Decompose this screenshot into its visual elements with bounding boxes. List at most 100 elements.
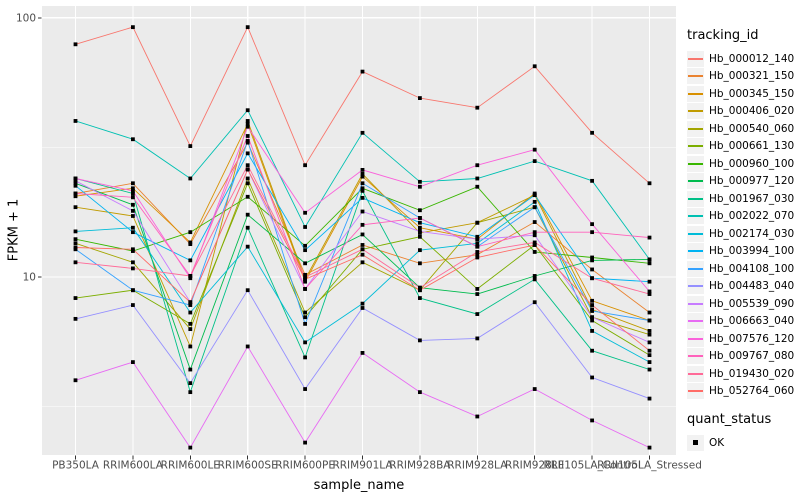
legend-key bbox=[687, 225, 704, 242]
data-point bbox=[131, 230, 135, 235]
data-point bbox=[590, 375, 594, 380]
data-point bbox=[131, 303, 135, 307]
x-tick-label: RRIM600SE bbox=[218, 460, 278, 472]
legend-line-swatch bbox=[688, 127, 703, 130]
data-point bbox=[360, 301, 365, 306]
legend-key bbox=[687, 85, 704, 102]
legend-key bbox=[687, 365, 704, 382]
data-point bbox=[418, 184, 422, 189]
data-point bbox=[131, 137, 135, 142]
data-point bbox=[590, 298, 594, 303]
legend-item-label: Hb_006663_040 bbox=[709, 315, 795, 328]
data-point bbox=[131, 247, 135, 252]
data-point bbox=[475, 287, 480, 291]
data-point bbox=[532, 220, 537, 224]
legend-item-label: OK bbox=[709, 436, 725, 449]
data-point bbox=[73, 316, 78, 321]
data-point bbox=[532, 250, 537, 254]
legend-line-swatch bbox=[688, 337, 703, 340]
data-point bbox=[360, 243, 365, 247]
data-point bbox=[418, 229, 422, 234]
legend-key bbox=[687, 103, 704, 120]
data-point bbox=[360, 181, 365, 186]
legend-line-swatch bbox=[688, 372, 703, 375]
data-point bbox=[131, 260, 135, 265]
legend-item-label: Hb_000012_140 bbox=[709, 52, 795, 65]
x-tick-label: RRII105LA_Control bbox=[543, 460, 640, 472]
legend-item-label: Hb_002022_070 bbox=[709, 210, 795, 223]
legend-key bbox=[687, 383, 704, 400]
data-point bbox=[647, 279, 652, 284]
legend-key bbox=[687, 278, 704, 295]
legend-line-swatch bbox=[688, 110, 703, 113]
data-point bbox=[590, 178, 594, 183]
data-point bbox=[647, 310, 652, 315]
data-point bbox=[131, 202, 135, 207]
data-point bbox=[188, 321, 193, 326]
data-point bbox=[418, 248, 422, 253]
legend-line-swatch bbox=[688, 57, 703, 60]
legend-key bbox=[687, 120, 704, 137]
data-point bbox=[245, 181, 250, 186]
legend-line-swatch bbox=[688, 232, 703, 235]
data-point bbox=[360, 260, 365, 265]
data-point bbox=[360, 195, 365, 200]
data-point bbox=[131, 191, 135, 196]
data-point bbox=[188, 240, 193, 245]
data-point bbox=[303, 321, 307, 326]
legend-line-swatch bbox=[688, 92, 703, 95]
legend-key bbox=[687, 155, 704, 172]
legend-item-label: Hb_003994_100 bbox=[709, 245, 795, 258]
data-point bbox=[418, 285, 422, 290]
data-point bbox=[532, 205, 537, 210]
data-point bbox=[360, 171, 365, 176]
data-point bbox=[647, 360, 652, 365]
data-point bbox=[131, 360, 135, 365]
legend-line-swatch bbox=[688, 285, 703, 288]
legend-key bbox=[687, 208, 704, 225]
legend-item: Hb_000406_020 bbox=[687, 103, 799, 121]
data-point bbox=[532, 274, 537, 278]
data-point bbox=[360, 174, 365, 179]
data-point bbox=[131, 288, 135, 293]
data-point bbox=[245, 194, 250, 199]
legend-line-swatch bbox=[688, 145, 703, 148]
data-point bbox=[475, 105, 480, 110]
data-point bbox=[303, 248, 307, 253]
legend: tracking_id Hb_000012_140 Hb_000321_150 Hb… bbox=[687, 28, 799, 452]
data-point bbox=[73, 191, 78, 196]
data-point bbox=[475, 234, 480, 239]
data-point bbox=[245, 244, 250, 249]
data-point bbox=[303, 440, 307, 445]
data-point bbox=[647, 261, 652, 266]
data-point bbox=[532, 243, 537, 247]
data-point bbox=[647, 367, 652, 372]
y-tick-label: 10 bbox=[23, 272, 36, 284]
data-point bbox=[245, 139, 250, 143]
legend-item: Hb_019430_020 bbox=[687, 365, 799, 383]
data-point bbox=[475, 336, 480, 341]
data-point bbox=[647, 353, 652, 358]
data-point bbox=[360, 252, 365, 257]
legend-line-swatch bbox=[688, 267, 703, 270]
data-point bbox=[647, 181, 652, 186]
legend-line-swatch bbox=[688, 75, 703, 78]
legend-item-label: Hb_009767_080 bbox=[709, 350, 795, 363]
data-point bbox=[475, 250, 480, 254]
legend-item: OK bbox=[687, 434, 799, 452]
data-point bbox=[73, 296, 78, 300]
legend-item: Hb_007576_120 bbox=[687, 330, 799, 348]
legend-key bbox=[687, 243, 704, 260]
data-point bbox=[532, 159, 537, 164]
legend-item: Hb_000661_130 bbox=[687, 138, 799, 156]
data-point bbox=[131, 181, 135, 186]
data-point bbox=[303, 225, 307, 229]
data-point bbox=[532, 193, 537, 198]
data-point bbox=[188, 445, 193, 450]
data-point bbox=[647, 318, 652, 323]
data-point bbox=[590, 315, 594, 320]
data-point bbox=[303, 210, 307, 215]
square-point-icon bbox=[693, 440, 698, 446]
data-point bbox=[73, 245, 78, 250]
data-point bbox=[360, 222, 365, 227]
